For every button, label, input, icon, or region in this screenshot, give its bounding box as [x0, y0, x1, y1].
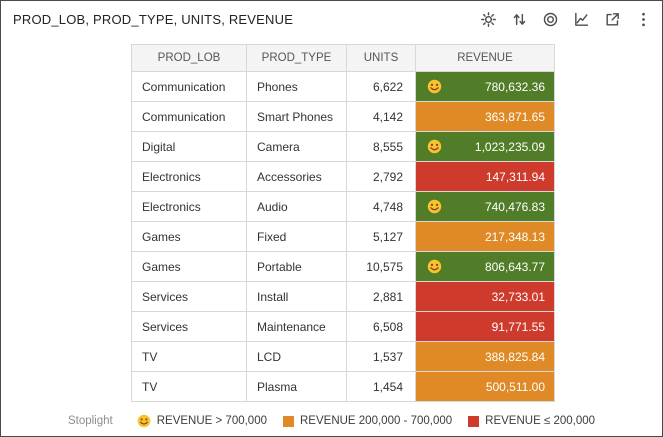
prod-lob-cell[interactable]: Games [131, 251, 247, 282]
units-cell[interactable]: 1,454 [346, 371, 416, 402]
units-cell[interactable]: 6,508 [346, 311, 416, 342]
revenue-cell[interactable]: 217,348.13 [415, 221, 555, 252]
prod-lob-cell[interactable]: Electronics [131, 191, 247, 222]
revenue-cell[interactable]: 500,511.00 [415, 371, 555, 402]
revenue-cell[interactable]: 147,311.94 [415, 161, 555, 192]
revenue-cell[interactable]: 91,771.55 [415, 311, 555, 342]
prod-type-cell[interactable]: Camera [246, 131, 347, 162]
table-header-row: PROD_LOB PROD_TYPE UNITS REVENUE [131, 44, 555, 72]
units-cell[interactable]: 4,142 [346, 101, 416, 132]
table-row: Electronics Accessories 2,792 147,311.94 [131, 161, 555, 192]
units-cell[interactable]: 4,748 [346, 191, 416, 222]
table-row: Services Maintenance 6,508 91,771.55 [131, 311, 555, 342]
revenue-value: 91,771.55 [491, 319, 545, 334]
chart-explore-icon[interactable] [572, 10, 590, 28]
more-options-icon[interactable] [634, 10, 652, 28]
revenue-cell[interactable]: 1,023,235.09 [415, 131, 555, 162]
smiley-icon [427, 79, 442, 94]
prod-lob-cell[interactable]: TV [131, 371, 247, 402]
table-row: Games Fixed 5,127 217,348.13 [131, 221, 555, 252]
prod-lob-cell[interactable]: Services [131, 281, 247, 312]
revenue-value: 147,311.94 [485, 169, 545, 184]
units-cell[interactable]: 6,622 [346, 71, 416, 102]
table-row: Communication Smart Phones 4,142 363,871… [131, 101, 555, 132]
legend-label: REVENUE > 700,000 [156, 415, 267, 427]
legend-item: REVENUE > 700,000 [137, 414, 267, 428]
units-cell[interactable]: 2,881 [346, 281, 416, 312]
prod-type-cell[interactable]: Phones [246, 71, 347, 102]
legend-label: REVENUE ≤ 200,000 [485, 415, 596, 427]
prod-type-cell[interactable]: Fixed [246, 221, 347, 252]
units-cell[interactable]: 2,792 [346, 161, 416, 192]
legend-swatch [468, 415, 480, 427]
table-body: Communication Phones 6,622 780,632.36 Co… [131, 71, 555, 402]
revenue-value: 363,871.65 [484, 109, 545, 124]
revenue-cell[interactable]: 780,632.36 [415, 71, 555, 102]
legend-item: REVENUE 200,000 - 700,000 [283, 415, 452, 427]
prod-lob-cell[interactable]: Communication [131, 71, 247, 102]
prod-type-cell[interactable]: Audio [246, 191, 347, 222]
units-cell[interactable]: 8,555 [346, 131, 416, 162]
column-header-prod-lob[interactable]: PROD_LOB [131, 44, 247, 72]
maximize-icon[interactable] [603, 10, 621, 28]
table-row: Games Portable 10,575 806,643.77 [131, 251, 555, 282]
units-cell[interactable]: 10,575 [346, 251, 416, 282]
legend-item: REVENUE ≤ 200,000 [468, 415, 595, 427]
revenue-cell[interactable]: 806,643.77 [415, 251, 555, 282]
revenue-value: 1,023,235.09 [474, 139, 545, 154]
table-row: Services Install 2,881 32,733.01 [131, 281, 555, 312]
column-header-revenue[interactable]: REVENUE [415, 44, 555, 72]
prod-type-cell[interactable]: Portable [246, 251, 347, 282]
prod-lob-cell[interactable]: Digital [131, 131, 247, 162]
units-cell[interactable]: 5,127 [346, 221, 416, 252]
prod-type-cell[interactable]: Maintenance [246, 311, 347, 342]
prod-type-cell[interactable]: LCD [246, 341, 347, 372]
smiley-icon [427, 199, 442, 214]
revenue-value: 780,632.36 [484, 79, 545, 94]
target-icon[interactable] [541, 10, 559, 28]
prod-lob-cell[interactable]: TV [131, 341, 247, 372]
legend-swatch [283, 415, 294, 427]
units-cell[interactable]: 1,537 [346, 341, 416, 372]
revenue-cell[interactable]: 32,733.01 [415, 281, 555, 312]
pivot-table: PROD_LOB PROD_TYPE UNITS REVENUE Communi… [131, 44, 662, 402]
prod-type-cell[interactable]: Smart Phones [246, 101, 347, 132]
column-header-units[interactable]: UNITS [346, 44, 416, 72]
smiley-icon [427, 139, 442, 154]
prod-type-cell[interactable]: Plasma [246, 371, 347, 402]
legend-label: REVENUE 200,000 - 700,000 [300, 415, 453, 427]
legend-smiley-icon [137, 414, 151, 428]
gear-icon[interactable] [479, 10, 497, 28]
revenue-value: 217,348.13 [484, 229, 545, 244]
table-row: Digital Camera 8,555 1,023,235.09 [131, 131, 555, 162]
legend-items: REVENUE > 700,000 REVENUE 200,000 - 700,… [137, 414, 595, 428]
column-header-prod-type[interactable]: PROD_TYPE [246, 44, 347, 72]
prod-type-cell[interactable]: Accessories [246, 161, 347, 192]
revenue-value: 388,825.84 [484, 349, 545, 364]
smiley-icon [427, 259, 442, 274]
table-row: TV LCD 1,537 388,825.84 [131, 341, 555, 372]
toolbar [479, 10, 652, 28]
revenue-cell[interactable]: 388,825.84 [415, 341, 555, 372]
revenue-value: 806,643.77 [484, 259, 545, 274]
prod-lob-cell[interactable]: Electronics [131, 161, 247, 192]
revenue-cell[interactable]: 363,871.65 [415, 101, 555, 132]
sort-icon[interactable] [510, 10, 528, 28]
revenue-cell[interactable]: 740,476.83 [415, 191, 555, 222]
viz-title: PROD_LOB, PROD_TYPE, UNITS, REVENUE [13, 12, 294, 27]
table-row: Communication Phones 6,622 780,632.36 [131, 71, 555, 102]
prod-lob-cell[interactable]: Communication [131, 101, 247, 132]
table-row: Electronics Audio 4,748 740,476.83 [131, 191, 555, 222]
prod-type-cell[interactable]: Install [246, 281, 347, 312]
viz-header: PROD_LOB, PROD_TYPE, UNITS, REVENUE [1, 1, 662, 40]
revenue-value: 500,511.00 [485, 379, 545, 394]
table-row: TV Plasma 1,454 500,511.00 [131, 371, 555, 402]
legend-title: Stoplight [67, 415, 113, 427]
legend: Stoplight REVENUE > 700,000 REVENUE 200,… [1, 414, 662, 428]
prod-lob-cell[interactable]: Games [131, 221, 247, 252]
prod-lob-cell[interactable]: Services [131, 311, 247, 342]
revenue-value: 740,476.83 [484, 199, 545, 214]
revenue-value: 32,733.01 [491, 289, 545, 304]
